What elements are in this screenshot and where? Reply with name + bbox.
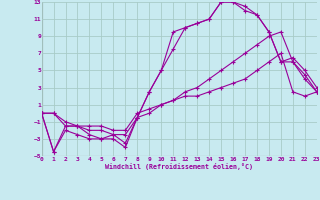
X-axis label: Windchill (Refroidissement éolien,°C): Windchill (Refroidissement éolien,°C)	[105, 163, 253, 170]
